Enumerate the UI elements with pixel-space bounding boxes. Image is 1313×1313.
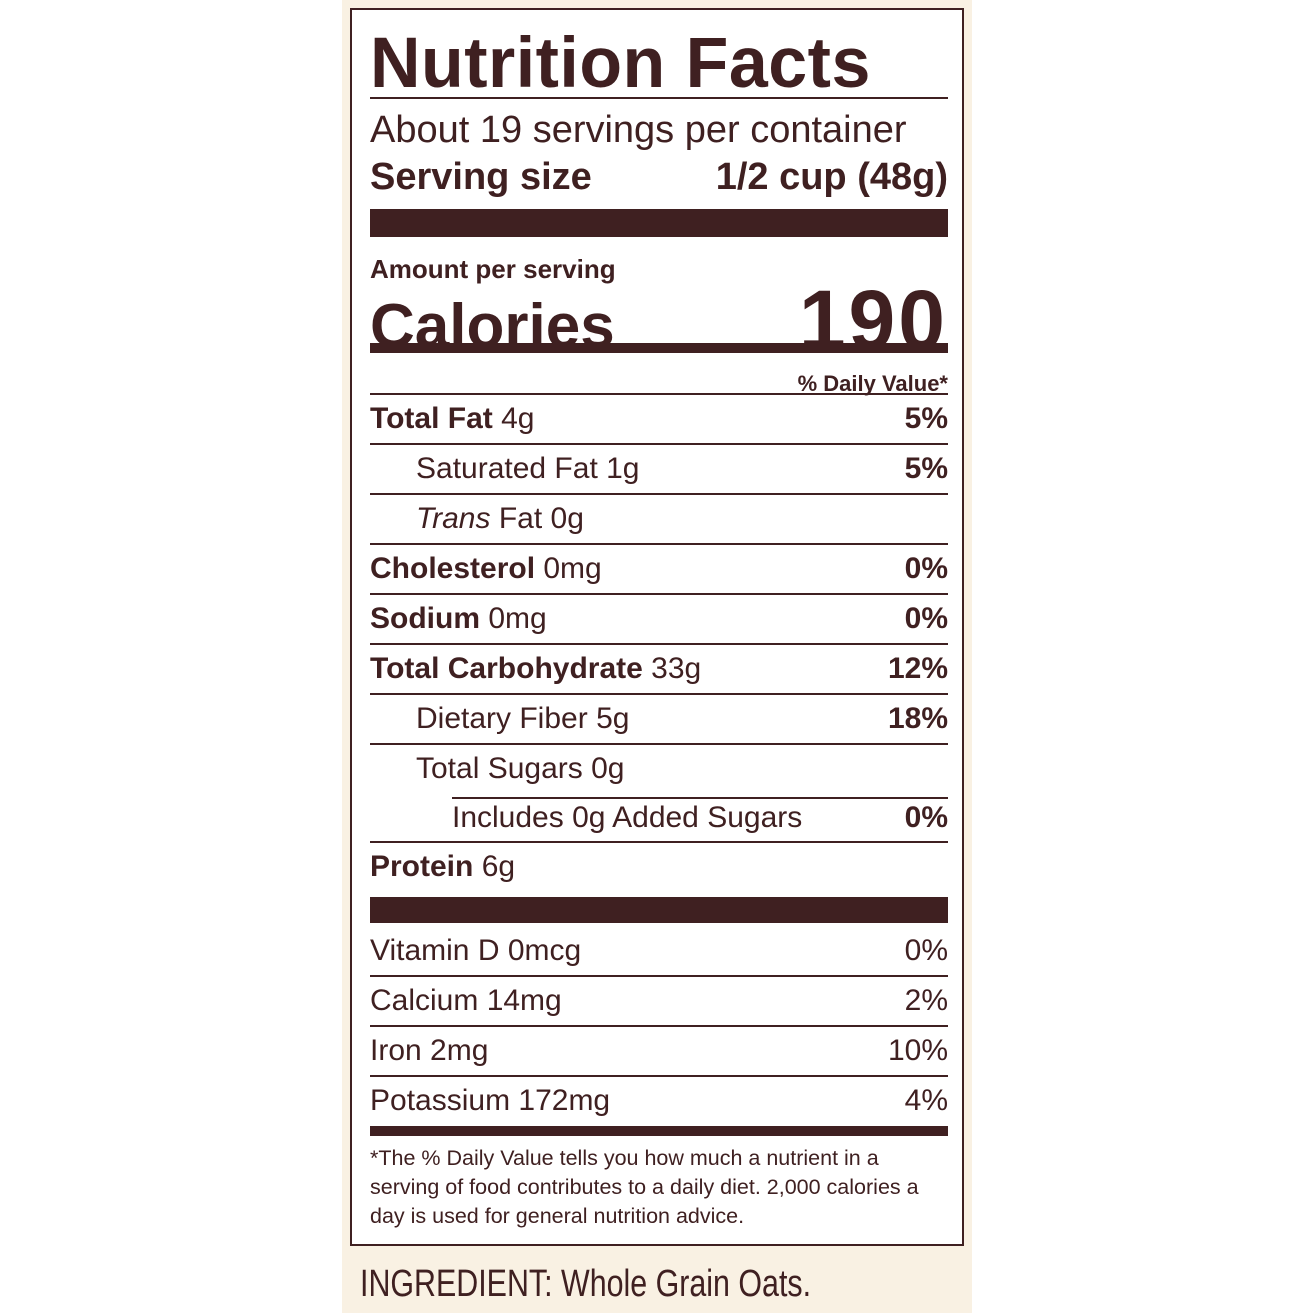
serving-size: Serving size 1/2 cup (48g) <box>370 155 948 199</box>
nutrient-name: Total Carbohydrate <box>370 652 643 685</box>
nutrient-row-protein: Protein 6g <box>370 841 948 891</box>
nutrient-name: Sodium <box>370 602 480 635</box>
vitamin-dv: 0% <box>904 934 948 967</box>
nutrient-amount: 1g <box>606 452 640 485</box>
amount-per-serving: Amount per serving <box>370 254 616 284</box>
vitamin-row: Iron 2mg 10% <box>370 1027 948 1077</box>
nutrient-dv: 0% <box>904 552 948 585</box>
nutrient-amount: 0mg <box>543 552 602 585</box>
nutrient-name: Includes 0g Added Sugars <box>452 801 803 834</box>
vitamin-name: Potassium 172mg <box>370 1084 611 1117</box>
title: Nutrition Facts <box>370 24 871 103</box>
nutrient-amount: 33g <box>651 652 702 685</box>
vitamin-row: Calcium 14mg 2% <box>370 977 948 1027</box>
nutrient-row-total-fat: Total Fat 4g 5% <box>370 393 948 443</box>
vitamin-name: Vitamin D 0mcg <box>370 934 582 967</box>
added-sugars-divider <box>452 797 948 799</box>
serving-size-value: 1/2 cup (48g) <box>715 156 948 198</box>
thick-divider <box>370 209 948 237</box>
nutrient-amount: 0mg <box>488 602 547 635</box>
divider <box>370 97 948 99</box>
nutrient-dv: 18% <box>887 702 948 735</box>
thick-divider <box>370 897 948 923</box>
nutrient-row-total-carbohydrate: Total Carbohydrate 33g 12% <box>370 643 948 693</box>
vitamin-row: Potassium 172mg 4% <box>370 1077 948 1125</box>
nutrient-row-total-sugars: Total Sugars 0g <box>370 743 948 793</box>
ingredients: INGREDIENT: Whole Grain Oats. <box>360 1263 812 1305</box>
nutrient-name: Total Sugars <box>416 752 583 785</box>
nutrient-row-cholesterol: Cholesterol 0mg 0% <box>370 543 948 593</box>
medium-divider <box>370 1126 948 1136</box>
nutrient-name: Saturated Fat <box>416 452 598 485</box>
nutrient-dv: 0% <box>904 602 948 635</box>
nutrient-name-rest: Fat <box>498 502 543 535</box>
nutrient-row-added-sugars: Includes 0g Added Sugars 0% <box>452 793 948 843</box>
nutrient-dv: 5% <box>904 452 948 485</box>
nutrient-amount: 4g <box>501 402 535 435</box>
footnote: *The % Daily Value tells you how much a … <box>370 1146 919 1228</box>
medium-divider <box>370 343 948 353</box>
vitamin-row: Vitamin D 0mcg 0% <box>370 927 948 977</box>
vitamin-dv: 4% <box>904 1084 948 1117</box>
nutrient-name: Cholesterol <box>370 552 536 585</box>
nutrient-name: Dietary Fiber <box>416 702 588 735</box>
nutrient-amount: 6g <box>481 850 516 883</box>
nutrient-amount: 0g <box>591 752 625 785</box>
nutrition-facts-panel: Nutrition Facts About 19 servings per co… <box>350 8 964 1246</box>
nutrient-row-sodium: Sodium 0mg 0% <box>370 593 948 643</box>
nutrient-amount: 0g <box>550 502 584 535</box>
vitamin-name: Calcium 14mg <box>370 984 562 1017</box>
vitamin-dv: 2% <box>904 984 948 1017</box>
nutrient-name: Trans <box>416 502 491 535</box>
nutrient-dv: 5% <box>904 402 948 435</box>
vitamin-dv: 10% <box>887 1034 948 1067</box>
nutrient-dv: 0% <box>904 801 948 834</box>
nutrient-name: Protein <box>370 850 474 883</box>
nutrient-row-saturated-fat: Saturated Fat 1g 5% <box>370 443 948 493</box>
serving-size-label: Serving size <box>370 156 592 198</box>
nutrient-row-trans-fat: Trans Fat 0g <box>370 493 948 543</box>
vitamin-name: Iron 2mg <box>370 1034 489 1067</box>
nutrient-name: Total Fat <box>370 402 493 435</box>
servings-per-container: About 19 servings per container <box>370 109 907 151</box>
nutrient-dv: 12% <box>887 652 948 685</box>
nutrient-amount: 5g <box>596 702 630 735</box>
daily-value-header: % Daily Value* <box>797 371 948 396</box>
nutrient-row-dietary-fiber: Dietary Fiber 5g 18% <box>370 693 948 743</box>
